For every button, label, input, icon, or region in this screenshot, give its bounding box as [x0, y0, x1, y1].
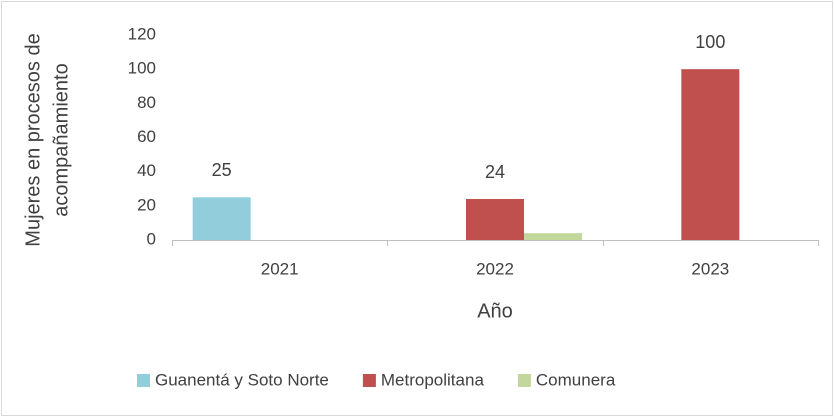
legend-label: Metropolitana [381, 370, 485, 389]
data-label: 25 [212, 160, 232, 180]
x-tick-label: 2023 [691, 259, 729, 278]
bar [681, 69, 740, 241]
legend-swatch [362, 374, 376, 387]
y-tick-label: 120 [128, 24, 156, 43]
x-axis-title: Año [477, 300, 513, 322]
bar [466, 199, 524, 240]
legend-label: Comunera [536, 370, 616, 389]
y-tick-label: 80 [137, 93, 156, 112]
legend-swatch [517, 374, 531, 387]
y-tick-label: 60 [137, 127, 156, 146]
y-tick-label: 100 [128, 59, 156, 78]
x-tick-label: 2021 [261, 259, 299, 278]
data-label: 24 [485, 162, 505, 182]
legend-swatch [137, 374, 150, 387]
y-axis-title-line: Mujeres en procesos de [22, 33, 44, 246]
legend-label: Guanentá y Soto Norte [155, 370, 329, 389]
data-label: 100 [695, 32, 725, 52]
x-tick-label: 2022 [476, 259, 514, 278]
y-axis-title-line: acompañamiento [50, 63, 72, 216]
bar [524, 233, 582, 240]
y-tick-label: 20 [137, 195, 156, 214]
y-tick-label: 0 [147, 229, 156, 248]
bar [192, 197, 251, 240]
y-tick-label: 40 [137, 161, 156, 180]
y-axis-title: Mujeres en procesos de acompañamiento [22, 33, 72, 246]
